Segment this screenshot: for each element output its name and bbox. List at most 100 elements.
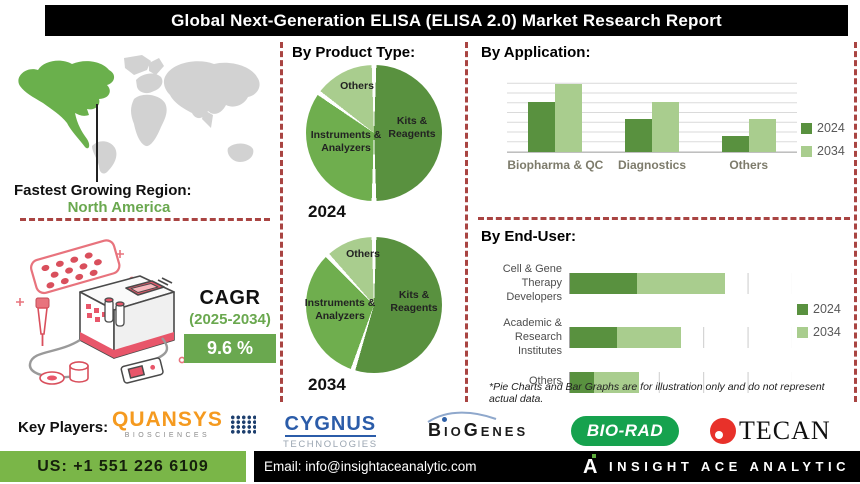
divider-horizontal-right — [478, 217, 850, 220]
bar-2024 — [624, 119, 652, 152]
legend-swatch-icon — [801, 122, 812, 134]
legend-label: 2034 — [813, 325, 841, 339]
bar-2034 — [748, 119, 776, 152]
enduser-legend: 2024 2034 — [797, 302, 841, 348]
segment-2024 — [570, 371, 595, 393]
biogenes-arc-icon — [427, 411, 497, 423]
legend-swatch-icon — [797, 303, 808, 315]
region-value: North America — [67, 199, 171, 216]
divider-horizontal-left — [20, 218, 270, 221]
bar-2024 — [721, 136, 749, 152]
pie-slice-label: Instruments & Analyzers — [310, 129, 382, 155]
map-europe — [136, 58, 164, 94]
footer-bar: Email: info@insightaceanalytic.com A INS… — [254, 451, 860, 482]
map-asia — [163, 61, 260, 129]
tecan-wordmark: TECAN — [739, 416, 831, 445]
logo-biogenes: BioGenes — [427, 411, 529, 441]
cygnus-wordmark: CYGNUS — [284, 413, 377, 437]
section-application: By Application: — [481, 44, 591, 61]
enduser-row: Cell & Gene Therapy Developers — [478, 263, 818, 304]
product-type-pie-2024: Others Kits & Reagents Instruments & Ana… — [306, 65, 442, 201]
tecan-circle-icon — [710, 418, 736, 444]
application-legend: 2024 2034 — [801, 121, 845, 167]
map-greenland — [124, 55, 151, 75]
divider-vertical-right — [854, 42, 857, 402]
section-end-user: By End-User: — [481, 228, 577, 245]
cagr-period: (2025-2034) — [189, 311, 271, 328]
application-chart-plot — [507, 74, 797, 153]
map-australia — [227, 143, 254, 162]
biogenes-dot-icon — [442, 417, 447, 422]
bar-group — [624, 74, 679, 152]
fastest-growing-region: Fastest Growing Region: North America — [14, 182, 254, 216]
legend-item: 2034 — [797, 325, 841, 339]
cagr-block: CAGR (2025-2034) 9.6 % — [178, 287, 282, 363]
phone-banner: US: +1 551 226 6109 — [0, 451, 246, 482]
pie-slice-label: Instruments & Analyzers — [304, 297, 376, 323]
segment-2034 — [594, 371, 639, 393]
map-south-america — [92, 141, 117, 174]
legend-item: 2024 — [801, 121, 845, 135]
pie-slice-label: Others — [346, 248, 380, 260]
enduser-track — [569, 327, 792, 349]
bar-2034 — [555, 84, 583, 152]
report-title: Global Next-Generation ELISA (ELISA 2.0)… — [45, 5, 848, 36]
region-pointer-line — [96, 104, 98, 182]
bar-group — [721, 74, 776, 152]
key-players-label: Key Players: — [18, 419, 109, 436]
category-label: Others — [729, 158, 769, 172]
legend-label: 2024 — [813, 302, 841, 316]
map-africa — [131, 94, 167, 147]
email-text: Email: info@insightaceanalytic.com — [264, 459, 477, 474]
biogenes-wordmark: BioGenes — [428, 420, 529, 440]
cagr-value-badge: 9.6 % — [184, 334, 276, 363]
segment-2024 — [570, 273, 637, 295]
quansys-dots-icon — [229, 414, 256, 434]
bar-group — [528, 74, 583, 152]
elisa-analyzer-illustration — [12, 228, 190, 396]
logo-quansys: QUANSYS BIOSCIENCES — [112, 409, 256, 439]
insight-ace-logo-icon: A — [583, 453, 598, 478]
bar-2034 — [651, 102, 679, 152]
logo-biorad: BIO-RAD — [571, 416, 679, 446]
enduser-chart-rows: Cell & Gene Therapy Developers Academic &… — [478, 263, 818, 406]
segment-2024 — [570, 327, 617, 349]
segment-2034 — [636, 273, 726, 295]
category-label: Diagnostics — [618, 158, 687, 172]
legend-swatch-icon — [797, 326, 808, 338]
enduser-category-label: Academic & Research Institutes — [503, 317, 562, 357]
legend-swatch-icon — [801, 145, 812, 157]
enduser-track — [569, 273, 792, 295]
category-label: Biopharma & QC — [507, 158, 604, 172]
map-north-america — [18, 60, 115, 149]
enduser-row: Others — [478, 371, 818, 393]
product-type-pie-2034: Others Kits & Reagents Instruments & Ana… — [305, 237, 442, 373]
logo-tecan: TECAN — [710, 416, 831, 446]
pie-year-2024: 2024 — [308, 202, 346, 221]
divider-vertical-left — [280, 42, 283, 402]
cygnus-subtitle: TECHNOLOGIES — [283, 439, 378, 450]
insight-ace-brand: A INSIGHT ACE ANALYTIC — [583, 453, 850, 479]
pie-slice-label: Kits & Reagents — [388, 115, 436, 141]
bar-2024 — [528, 102, 556, 152]
legend-item: 2034 — [801, 144, 845, 158]
logo-cygnus: CYGNUS TECHNOLOGIES — [283, 414, 378, 450]
quansys-wordmark: QUANSYS — [112, 408, 223, 431]
world-map — [8, 50, 272, 178]
pie-year-2034: 2034 — [308, 375, 346, 394]
insight-ace-brand-text: INSIGHT ACE ANALYTIC — [609, 459, 850, 474]
disclaimer-footnote: *Pie Charts and Bar Graphs are for illus… — [489, 381, 825, 405]
enduser-category-label: Cell & Gene Therapy Developers — [502, 263, 562, 303]
segment-2034 — [616, 327, 681, 349]
enduser-category-label: Others — [528, 375, 562, 388]
legend-item: 2024 — [797, 302, 841, 316]
enduser-track — [569, 371, 792, 393]
cagr-label: CAGR — [199, 287, 261, 309]
pie-slice-label: Others — [340, 80, 374, 92]
quansys-subtitle: BIOSCIENCES — [124, 432, 211, 439]
divider-vertical-middle — [465, 42, 468, 402]
application-chart-labels: Biopharma & QC Diagnostics Others — [507, 158, 797, 172]
biorad-wordmark: BIO-RAD — [571, 416, 679, 446]
region-label: Fastest Growing Region: — [14, 182, 192, 199]
